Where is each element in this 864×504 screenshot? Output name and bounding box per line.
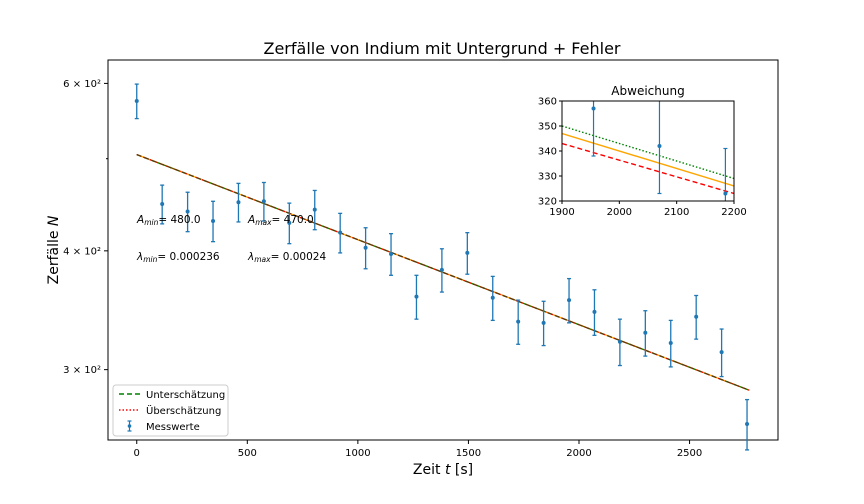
data-point [389,233,394,276]
data-point [719,328,724,378]
y-tick-label: 3 × 10² [63,365,101,376]
data-point [439,248,444,293]
inset-x-tick-label: 2200 [721,207,746,218]
inset-title: Abweichung [611,84,684,98]
x-tick-label: 0 [134,448,140,459]
data-points [134,83,750,451]
x-axis-label-unit: [s] [450,462,473,478]
y-axis-label-var: N [46,215,62,226]
data-point [185,191,190,233]
data-point [134,83,139,120]
data-point [490,275,495,322]
y-tick-label: 6 × 10² [63,79,101,90]
legend-box [112,384,229,437]
inset-line-dashed [562,142,734,195]
x-tick-label: 2500 [677,448,702,459]
inset-data-point [723,147,728,201]
x-axis-label-var: t [445,462,451,478]
data-point [363,227,368,270]
data-point [541,300,546,347]
data-point [312,189,317,231]
data-point [592,289,597,336]
inset-x-tick-label: 2000 [607,207,632,218]
y-axis-ticks: 6 × 10² 4 × 10² 3 × 10² [63,79,108,376]
inset-y-axis-ticks: 320 330 340 350 360 [538,97,562,208]
x-tick-label: 1000 [345,448,370,459]
inset-y-tick-label: 350 [538,122,557,133]
legend-swatch-measurements [127,420,132,432]
annotation-lambda-max: λmax= 0.00024 [247,251,326,264]
main-plot-area [107,59,779,441]
legend-label-measurements: Messwerte [146,422,200,433]
inset-x-tick-label: 2100 [664,207,689,218]
y-axis-label-main: Zerfälle [46,226,62,284]
inset-data-point [657,101,662,195]
inset-content [562,101,734,201]
legend: Unterschätzung Überschätzung Messwerte [112,384,229,437]
legend-label-overestimate: Überschätzung [146,404,221,417]
data-point [694,294,699,340]
data-point [211,200,216,243]
inset-y-tick-label: 360 [538,97,557,108]
x-axis-label-main: Zeit [413,462,445,478]
inset-y-tick-label: 330 [538,172,557,183]
parameter-annotations: Amin= 480.0 Amax= 470.0 λmin= 0.000236 λ… [136,214,326,264]
data-point [617,318,622,367]
x-tick-label: 500 [238,448,257,459]
annotation-a-max: Amax= 470.0 [247,214,314,227]
data-point [668,319,673,368]
x-axis-ticks: 0 500 1000 1500 2000 2500 [134,440,702,459]
x-tick-label: 2000 [566,448,591,459]
data-point [414,274,419,320]
chart-title: Zerfälle von Indium mit Untergrund + Feh… [264,39,621,58]
inset-x-tick-label: 1900 [549,207,574,218]
annotation-a-min: Amin= 480.0 [136,214,201,227]
data-point [236,182,241,223]
legend-label-underestimate: Unterschätzung [146,390,225,401]
data-point [338,212,343,254]
x-tick-label: 1500 [456,448,481,459]
data-point [287,202,292,245]
data-point [567,277,572,324]
inset-data-point [591,101,596,157]
data-point [516,299,521,345]
data-point [643,310,648,357]
inset-chart: Abweichung 1900 2000 2100 2200 320 330 340 350… [538,84,747,218]
inset-y-tick-label: 320 [538,197,557,208]
data-point [261,181,266,222]
y-tick-label: 4 × 10² [63,246,101,257]
data-point [160,184,165,225]
x-axis-label: Zeit t [s] [413,462,473,478]
data-point [745,398,750,451]
data-point [465,232,470,275]
inset-background [562,101,734,201]
inset-x-axis-ticks: 1900 2000 2100 2200 [549,201,747,218]
inset-y-tick-label: 340 [538,147,557,158]
annotation-lambda-min: λmin= 0.000236 [136,251,220,264]
y-axis-label: Zerfälle N [46,215,62,284]
fit-line-combined [136,153,750,391]
inset-line-solid [562,132,734,187]
